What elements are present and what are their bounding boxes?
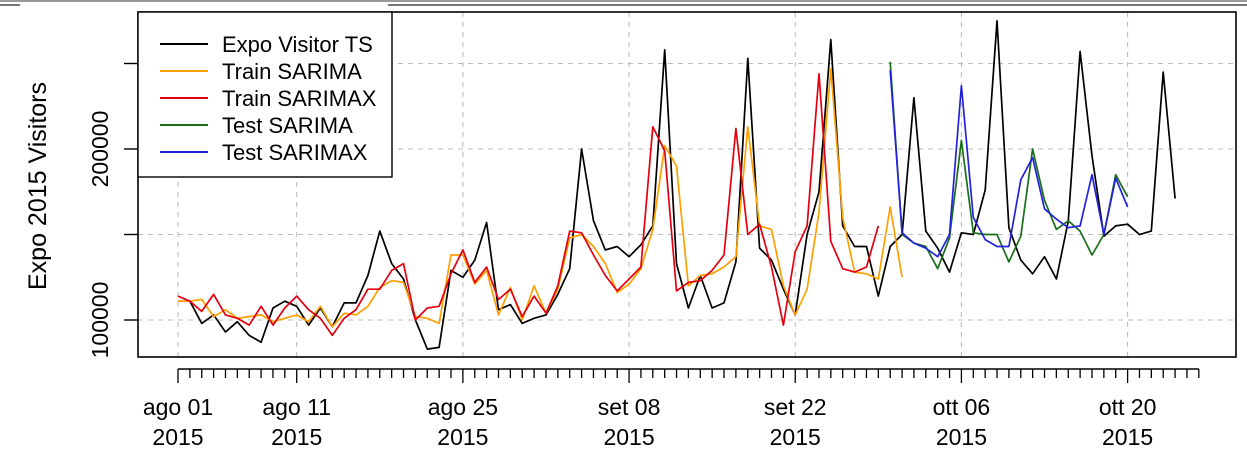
x-tick-label-year: 2015 — [770, 424, 821, 450]
legend-box — [137, 11, 393, 178]
x-tick-label: ott 06 — [933, 394, 991, 420]
series-line — [177, 72, 880, 337]
series-test-sarima — [889, 61, 1129, 270]
legend-label: Expo Visitor TS — [222, 32, 373, 57]
series-line — [889, 61, 1129, 270]
x-tick-label-year: 2015 — [936, 424, 987, 450]
x-tick-label-year: 2015 — [152, 424, 203, 450]
series-train-sarima — [178, 67, 903, 328]
y-axis: 100000 200000 — [87, 62, 138, 359]
legend-label: Train SARIMAX — [222, 86, 377, 111]
series-layer — [177, 19, 1176, 350]
series-line — [178, 67, 903, 328]
x-tick-label: ott 20 — [1099, 394, 1157, 420]
legend-label: Train SARIMA — [222, 59, 362, 84]
legend-label: Test SARIMA — [222, 113, 353, 138]
x-tick-label-year: 2015 — [603, 424, 654, 450]
x-tick-label-year: 2015 — [271, 424, 322, 450]
x-tick-label: ago 25 — [428, 394, 498, 420]
y-axis-title: Expo 2015 Visitors — [24, 82, 52, 290]
series-line — [889, 70, 1129, 258]
legend-label: Test SARIMAX — [222, 140, 368, 165]
top-border-strip — [0, 0, 1247, 6]
y-tick-label: 200000 — [87, 111, 113, 188]
x-tick-label: set 22 — [764, 394, 827, 420]
series-test-sarimax — [889, 70, 1129, 258]
x-tick-label: ago 11 — [262, 394, 331, 420]
series-line — [178, 19, 1176, 350]
y-tick-label: 100000 — [87, 282, 113, 359]
plot-frame — [137, 11, 1237, 358]
x-tick-label: set 08 — [598, 394, 661, 420]
x-tick-label-year: 2015 — [437, 424, 488, 450]
series-train-sarimax — [177, 72, 880, 337]
x-tick-label: ago 01 — [143, 394, 213, 420]
x-axis: ago 01 2015 ago 11 2015 ago 25 2015 set 08 2015… — [143, 368, 1200, 450]
series-expo-visitor-ts — [178, 19, 1176, 350]
x-tick-label-year: 2015 — [1102, 424, 1153, 450]
